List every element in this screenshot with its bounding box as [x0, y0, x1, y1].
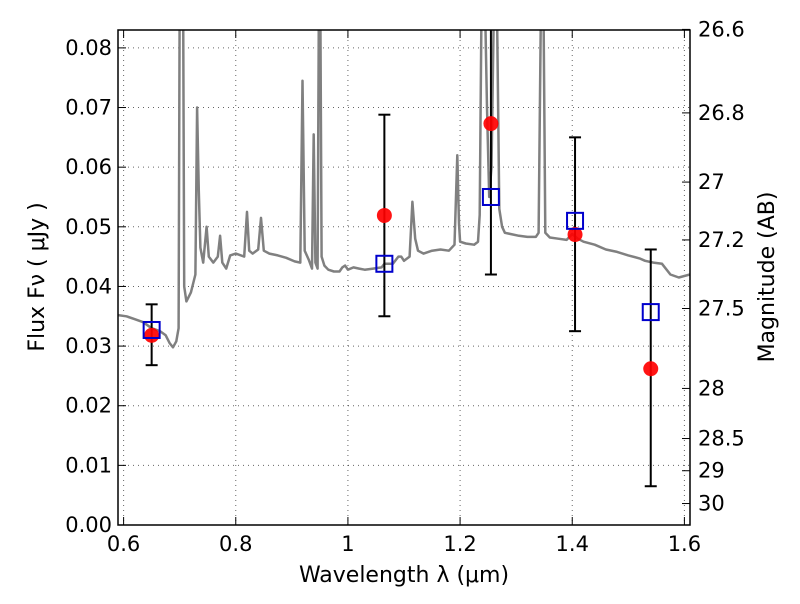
y-tick-label: 0.06: [65, 155, 112, 179]
plot-frame: [117, 29, 691, 526]
y-tick-label: 0.04: [65, 274, 112, 298]
model-flux-square: [481, 187, 500, 206]
x-axis-label: Wavelength λ (μm): [299, 563, 509, 588]
y2-tick-label: 27: [698, 170, 725, 194]
y2-axis-label: Magnitude (AB): [755, 192, 780, 363]
y-tick-label: 0.03: [65, 334, 112, 358]
y-axis-label: Flux Fν ( μJy ): [25, 202, 50, 351]
y2-tick-label: 26.6: [698, 17, 745, 41]
axes: 0.6 0.8 1 1.2 1.4 1.6 0.00 0.01 0.02 0.03 0.04 0.05…: [65, 17, 745, 556]
x-tick-label: 1.6: [668, 532, 701, 556]
y-tick-label: 0.02: [65, 394, 112, 418]
y2-tick-label: 28.5: [698, 427, 745, 451]
y-tick-label: 0.01: [65, 453, 112, 477]
x-tick-label: 1.4: [556, 532, 589, 556]
x-tick-label: 1: [341, 532, 354, 556]
y2-tick-label: 29: [698, 459, 725, 483]
model-flux-square: [142, 320, 161, 339]
model-flux-square: [566, 211, 585, 230]
y-tick-label: 0.05: [65, 215, 112, 239]
grid: [118, 30, 690, 526]
plot-area: [118, 30, 690, 488]
spectrum-line: [118, 30, 690, 349]
x-tick-label: 1.2: [443, 532, 476, 556]
y2-tick-label: 26.8: [698, 101, 745, 125]
model-flux-square: [375, 254, 394, 273]
measured-flux-point: [643, 361, 659, 377]
y-tick-label: 0.07: [65, 96, 112, 120]
measured-flux-point: [567, 227, 583, 243]
measured-flux-point: [144, 327, 160, 343]
y2-tick-label: 27.2: [698, 228, 745, 252]
model-flux-square: [641, 303, 660, 322]
x-tick-label: 0.8: [219, 532, 252, 556]
y2-tick-label: 27.5: [698, 297, 745, 321]
measured-flux-point: [376, 207, 392, 223]
y2-tick-label: 28: [698, 376, 725, 400]
y-tick-label: 0.08: [65, 36, 112, 60]
x-tick-label: 0.6: [107, 532, 140, 556]
measured-flux-point: [483, 116, 499, 132]
y2-tick-label: 30: [698, 492, 725, 516]
y-tick-label: 0.00: [65, 513, 112, 537]
